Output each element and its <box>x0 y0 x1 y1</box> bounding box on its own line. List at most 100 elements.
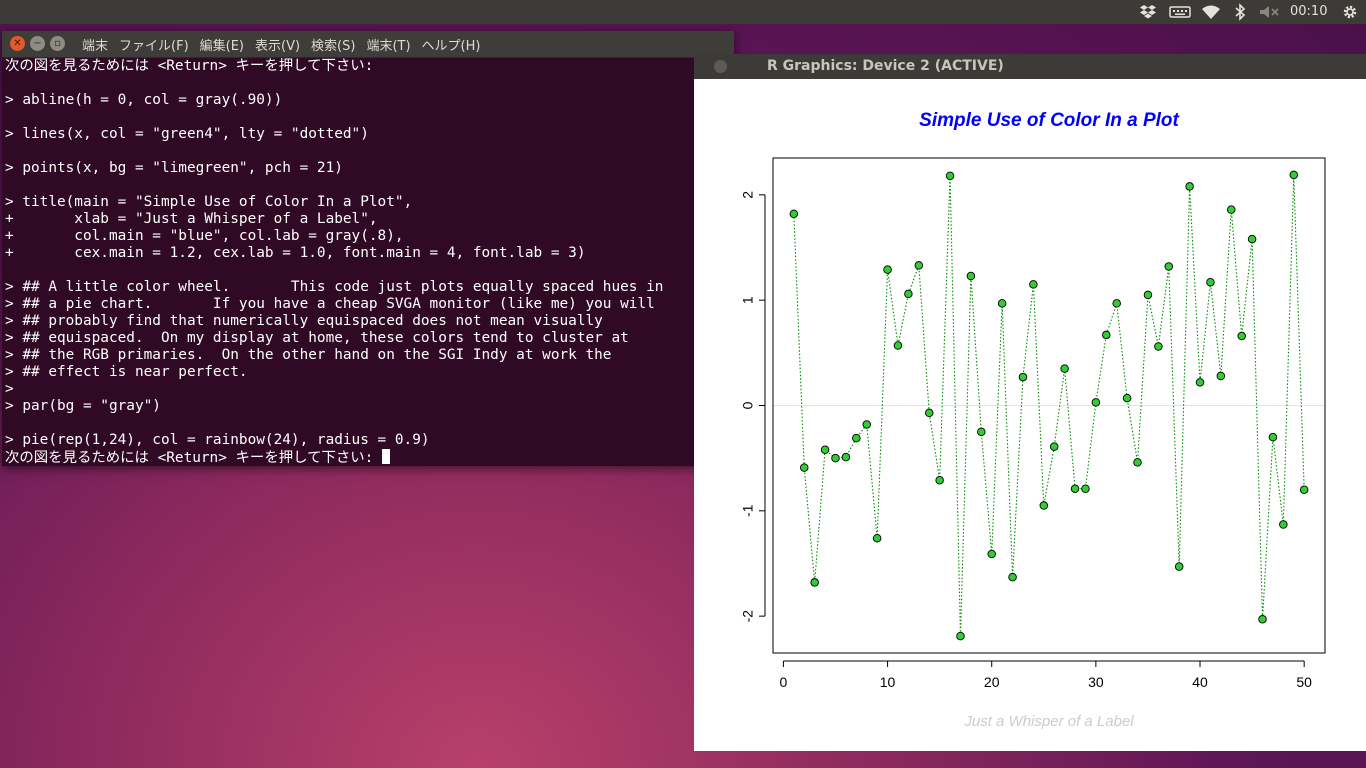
dropbox-icon[interactable] <box>1138 3 1158 21</box>
prompt-text: 次の図を見るためには <Return> キーを押して下さい: <box>5 450 382 466</box>
keyboard-icon[interactable] <box>1169 3 1191 21</box>
data-point <box>1206 278 1215 287</box>
terminal-line: + col.main = "blue", col.lab = gray(.8), <box>5 228 404 244</box>
data-point <box>883 265 892 274</box>
plot-frame <box>772 157 1326 654</box>
data-point <box>987 549 996 559</box>
terminal-line: 次の図を見るためには <Return> キーを押して下さい: <box>5 58 374 74</box>
terminal-line: > pie(rep(1,24), col = rainbow(24), radi… <box>5 432 430 448</box>
data-point <box>1174 562 1184 571</box>
data-point <box>831 453 840 463</box>
terminal-line <box>5 262 733 279</box>
terminal-titlebar[interactable]: ✕ − ▫ 端末 ファイル(F) 編集(E) 表示(V) 検索(S) 端末(T)… <box>2 31 734 58</box>
data-point <box>862 420 871 429</box>
menu-app[interactable]: 端末 <box>82 38 109 54</box>
terminal-line <box>5 143 733 160</box>
x-axis-label: Just a Whisper of a Label <box>963 713 1134 730</box>
y-tick-label: -1 <box>740 504 756 517</box>
data-point <box>914 261 924 270</box>
data-point <box>1122 393 1132 403</box>
x-tick-label: 30 <box>1088 674 1104 690</box>
terminal-line: > ## a pie chart. If you have a cheap SV… <box>5 296 655 312</box>
data-point <box>1279 520 1288 529</box>
data-point <box>820 445 830 454</box>
terminal-prompt-line[interactable]: 次の図を見るためには <Return> キーを押して下さい: <box>5 449 733 466</box>
terminal-line: > ## effect is near perfect. <box>5 364 248 380</box>
clock[interactable]: 00:10 <box>1290 4 1328 19</box>
maximize-button[interactable]: ▫ <box>50 36 65 51</box>
menu-search[interactable]: 検索(S) <box>311 38 356 54</box>
terminal-output[interactable]: 次の図を見るためには <Return> キーを押して下さい: > abline(h… <box>2 58 733 466</box>
data-point <box>977 427 986 437</box>
x-tick-label: 40 <box>1192 674 1208 690</box>
terminal-line: > lines(x, col = "green4", lty = "dotted… <box>5 126 369 142</box>
x-tick-label: 20 <box>984 674 1000 690</box>
data-point <box>1039 501 1049 510</box>
data-point <box>904 289 913 299</box>
data-point <box>1008 572 1017 582</box>
bluetooth-icon[interactable] <box>1232 3 1248 21</box>
data-point <box>945 171 955 181</box>
data-point <box>1247 234 1257 244</box>
data-point <box>841 452 851 462</box>
series-line <box>793 174 1305 637</box>
data-point <box>789 209 799 219</box>
menu-file[interactable]: ファイル(F) <box>119 38 189 54</box>
terminal-line: > title(main = "Simple Use of Color In a… <box>5 194 413 210</box>
terminal-line: > ## A little color wheel. This code jus… <box>5 279 664 295</box>
menu-help[interactable]: ヘルプ(H) <box>421 38 481 54</box>
data-point <box>935 476 944 485</box>
r-graphics-titlebar[interactable]: R Graphics: Device 2 (ACTIVE) <box>694 54 1366 79</box>
data-point <box>1164 262 1174 271</box>
data-point <box>1268 432 1278 442</box>
data-point <box>1227 205 1236 214</box>
terminal-line: + cex.main = 1.2, cex.lab = 1.0, font.ma… <box>5 245 586 261</box>
data-point <box>1143 290 1153 300</box>
data-point <box>1185 182 1194 191</box>
x-tick-label: 50 <box>1296 674 1312 690</box>
minimize-button[interactable]: − <box>30 36 45 51</box>
data-point <box>1049 442 1059 451</box>
terminal-line: > ## the RGB primaries. On the other han… <box>5 347 612 363</box>
window-title: R Graphics: Device 2 (ACTIVE) <box>767 58 1004 74</box>
y-tick-label: -2 <box>740 610 756 623</box>
data-point <box>1289 170 1299 180</box>
x-tick-label: 0 <box>780 674 788 690</box>
volume-muted-icon[interactable] <box>1258 3 1280 21</box>
data-point <box>1258 615 1267 624</box>
data-point <box>1029 280 1038 289</box>
r-graphics-window[interactable]: R Graphics: Device 2 (ACTIVE) Simple Use… <box>694 54 1366 751</box>
terminal-line: > abline(h = 0, col = gray(.90)) <box>5 92 283 108</box>
data-point <box>956 631 965 641</box>
menu-edit[interactable]: 編集(E) <box>199 38 244 54</box>
wifi-icon[interactable] <box>1201 3 1221 21</box>
y-tick-label: 2 <box>740 191 756 199</box>
data-point <box>1154 342 1163 351</box>
data-point <box>810 578 819 587</box>
terminal-menubar: 端末 ファイル(F) 編集(E) 表示(V) 検索(S) 端末(T) ヘルプ(H… <box>82 31 491 57</box>
terminal-line <box>5 415 733 432</box>
data-point <box>966 271 976 281</box>
y-tick-label: 0 <box>740 401 756 409</box>
data-point <box>1112 299 1121 308</box>
data-point <box>1018 372 1028 382</box>
r-window-buttons <box>714 60 727 73</box>
menu-view[interactable]: 表示(V) <box>255 38 301 54</box>
terminal-window[interactable]: ✕ − ▫ 端末 ファイル(F) 編集(E) 表示(V) 検索(S) 端末(T)… <box>2 31 734 466</box>
data-point <box>893 341 903 350</box>
data-point <box>1081 484 1090 493</box>
terminal-line: > <box>5 381 14 397</box>
data-point <box>1091 398 1101 407</box>
plot-area: Simple Use of Color In a Plot 0 10 20 30 40 50… <box>694 79 1366 751</box>
data-point <box>1133 458 1142 467</box>
menu-terminal[interactable]: 端末(T) <box>366 38 411 54</box>
data-point <box>997 299 1007 308</box>
terminal-line <box>5 75 733 92</box>
data-point <box>872 533 882 543</box>
settings-gear-icon[interactable] <box>1340 3 1360 21</box>
close-button[interactable]: ✕ <box>10 36 25 51</box>
close-button[interactable] <box>714 60 727 73</box>
text-cursor <box>381 449 390 464</box>
data-point <box>1102 330 1111 340</box>
